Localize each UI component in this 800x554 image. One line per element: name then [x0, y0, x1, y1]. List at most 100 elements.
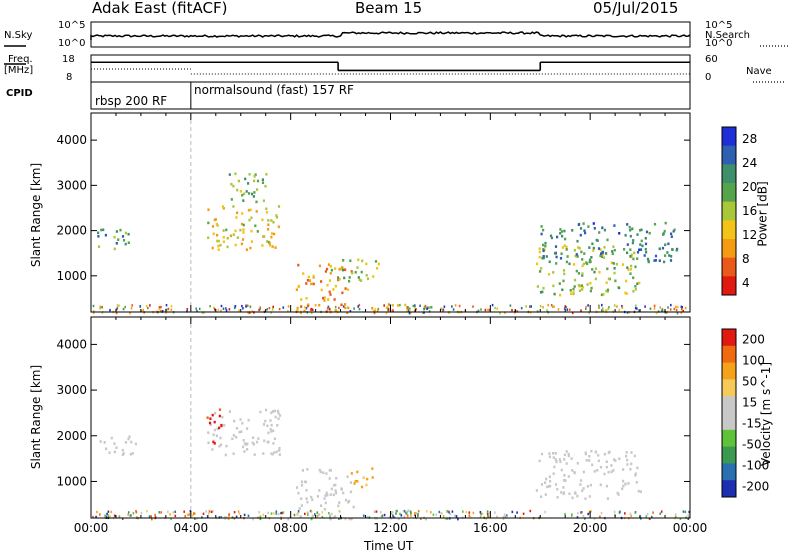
echo-cell — [241, 421, 244, 425]
cpid-panel-frame — [90, 81, 691, 110]
echo-cell — [232, 184, 235, 188]
colorbar-swatch — [722, 463, 736, 481]
clutter-cell — [259, 515, 262, 518]
echo-cell — [335, 476, 338, 480]
y-tick-label: 3000 — [56, 178, 87, 192]
clutter-cell — [502, 517, 505, 521]
echo-cell — [647, 259, 650, 263]
y-tick-label: 2000 — [56, 224, 87, 238]
echo-cell — [338, 277, 341, 281]
colorbar-swatch — [722, 329, 736, 347]
echo-cell — [561, 288, 564, 292]
echo-cell — [349, 490, 353, 494]
echo-cell — [306, 500, 309, 504]
clutter-cell — [238, 309, 240, 312]
echo-cell — [318, 264, 321, 268]
clutter-cell — [544, 510, 546, 514]
echo-cell — [267, 431, 270, 435]
echo-cell — [577, 246, 580, 249]
clutter-cell — [278, 307, 281, 311]
clutter-cell — [511, 308, 513, 312]
echo-cell — [622, 484, 625, 488]
clutter-cell — [645, 515, 648, 518]
echo-cell — [341, 268, 344, 272]
echo-cell — [211, 225, 215, 228]
echo-cell — [610, 261, 613, 264]
clutter-cell — [520, 307, 523, 310]
echo-cell — [121, 448, 124, 452]
echo-cell — [121, 235, 125, 238]
echo-cell — [597, 247, 601, 250]
y-tick-label: 3000 — [56, 383, 87, 397]
clutter-cell — [225, 307, 227, 310]
echo-cell — [207, 221, 210, 225]
clutter-cell — [385, 306, 388, 309]
clutter-cell — [287, 305, 290, 308]
echo-cell — [249, 246, 252, 250]
echo-cell — [591, 463, 594, 467]
x-tick-label: 08:00 — [273, 521, 308, 535]
echo-cell — [326, 493, 329, 497]
echo-cell — [273, 409, 276, 413]
echo-cell — [235, 427, 239, 430]
freq-label-line1: Freq. — [8, 54, 33, 65]
echo-cell — [344, 306, 347, 310]
clutter-cell — [484, 308, 487, 312]
echo-cell — [242, 231, 245, 234]
clutter-cell — [314, 304, 317, 307]
clutter-cell — [587, 512, 589, 516]
echo-cell — [560, 491, 563, 494]
clutter-cell — [380, 511, 382, 514]
echo-cell — [236, 236, 239, 239]
echo-cell — [356, 470, 359, 474]
clutter-cell — [147, 306, 149, 310]
echo-cell — [545, 255, 548, 258]
echo-cell — [252, 195, 255, 198]
echo-cell — [579, 483, 582, 486]
echo-cell — [348, 499, 351, 503]
echo-cell — [542, 255, 545, 258]
echo-cell — [564, 237, 567, 241]
echo-cell — [663, 260, 666, 264]
echo-cell — [556, 235, 559, 239]
echo-cell — [632, 257, 635, 261]
echo-cell — [576, 494, 579, 498]
echo-cell — [639, 229, 642, 232]
echo-cell — [554, 452, 557, 455]
x-tick-label: 12:00 — [373, 521, 408, 535]
echo-cell — [583, 229, 586, 232]
clutter-cell — [357, 305, 359, 308]
echo-cell — [97, 245, 101, 248]
echo-cell — [305, 282, 308, 285]
echo-cell — [440, 307, 443, 311]
echo-cell — [237, 179, 240, 183]
echo-cell — [340, 487, 343, 490]
echo-cell — [266, 440, 269, 444]
echo-cell — [567, 452, 570, 456]
clutter-cell — [392, 514, 394, 517]
echo-cell — [626, 458, 629, 462]
echo-cell — [358, 278, 361, 282]
clutter-cell — [170, 305, 173, 308]
echo-cell — [278, 447, 281, 450]
echo-cell — [626, 463, 629, 466]
echo-cell — [585, 261, 588, 264]
echo-cell — [555, 262, 558, 265]
echo-cell — [597, 459, 600, 463]
colorbar-tick-label: 8 — [742, 252, 750, 266]
echo-cell — [271, 245, 274, 248]
echo-cell — [633, 251, 636, 255]
echo-cell — [218, 408, 222, 411]
echo-cell — [612, 245, 615, 248]
clutter-cell — [258, 511, 260, 514]
echo-cell — [348, 279, 351, 283]
echo-cell — [588, 459, 591, 462]
clutter-cell — [262, 513, 265, 516]
clutter-cell — [446, 517, 448, 520]
clutter-cell — [576, 516, 579, 519]
echo-cell — [624, 234, 627, 237]
echo-cell — [269, 419, 272, 422]
echo-cell — [594, 277, 597, 281]
echo-cell — [222, 207, 225, 210]
echo-cell — [351, 271, 354, 275]
